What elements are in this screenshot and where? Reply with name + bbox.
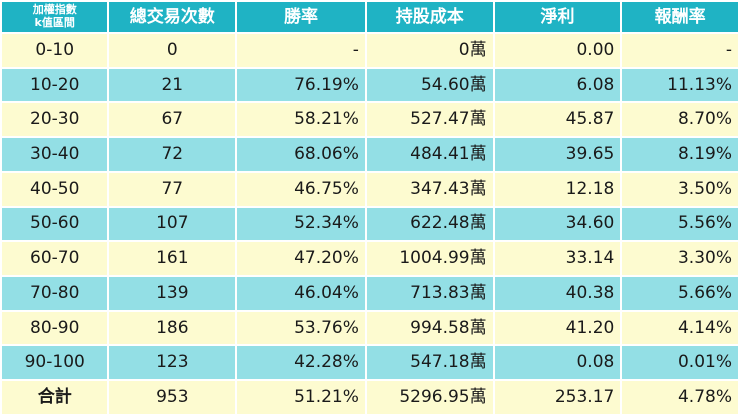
- cell-k-range: 70-80: [2, 277, 108, 310]
- table-row: 30-40 72 68.06% 484.41萬 39.65 8.19%: [2, 138, 738, 171]
- cell-profit: 39.65: [494, 138, 621, 171]
- header-holding-cost: 持股成本: [366, 2, 493, 32]
- cell-cost: 347.43萬: [366, 172, 493, 206]
- cell-trades: 139: [109, 277, 236, 310]
- cell-k-range: 50-60: [2, 207, 108, 241]
- cell-win-rate: 46.04%: [237, 277, 365, 310]
- cell-trades: 67: [109, 103, 236, 137]
- cell-cost: 527.47萬: [366, 103, 493, 137]
- cell-profit: 45.87: [494, 103, 621, 137]
- cell-cost: 0萬: [366, 34, 493, 67]
- cell-k-range: 30-40: [2, 138, 108, 171]
- cell-total-trades: 953: [109, 381, 236, 414]
- cell-return: 0.01%: [622, 346, 738, 380]
- cell-profit: 12.18: [494, 172, 621, 206]
- cell-win-rate: 46.75%: [237, 172, 365, 206]
- cell-trades: 161: [109, 242, 236, 276]
- cell-win-rate: 53.76%: [237, 311, 365, 345]
- cell-cost: 1004.99萬: [366, 242, 493, 276]
- header-row: 加權指數 k值區間 總交易次數 勝率 持股成本 淨利 報酬率: [2, 2, 738, 32]
- cell-k-range: 0-10: [2, 34, 108, 67]
- cell-k-range: 10-20: [2, 68, 108, 102]
- cell-return: 3.30%: [622, 242, 738, 276]
- cell-win-rate: 42.28%: [237, 346, 365, 380]
- cell-return: 5.56%: [622, 207, 738, 241]
- cell-k-range: 90-100: [2, 346, 108, 380]
- cell-trades: 123: [109, 346, 236, 380]
- cell-cost: 484.41萬: [366, 138, 493, 171]
- table-row: 70-80 139 46.04% 713.83萬 40.38 5.66%: [2, 277, 738, 310]
- cell-profit: 40.38: [494, 277, 621, 310]
- cell-return: 5.66%: [622, 277, 738, 310]
- header-net-profit: 淨利: [494, 2, 621, 32]
- table-row: 80-90 186 53.76% 994.58萬 41.20 4.14%: [2, 311, 738, 345]
- header-return-rate: 報酬率: [622, 2, 738, 32]
- cell-win-rate: 68.06%: [237, 138, 365, 171]
- cell-k-range: 80-90: [2, 311, 108, 345]
- cell-profit: 33.14: [494, 242, 621, 276]
- table-row: 90-100 123 42.28% 547.18萬 0.08 0.01%: [2, 346, 738, 380]
- table-row: 0-10 0 - 0萬 0.00 -: [2, 34, 738, 67]
- cell-k-range: 60-70: [2, 242, 108, 276]
- cell-cost: 54.60萬: [366, 68, 493, 102]
- cell-total-return: 4.78%: [622, 381, 738, 414]
- cell-cost: 713.83萬: [366, 277, 493, 310]
- cell-return: 11.13%: [622, 68, 738, 102]
- cell-total-win-rate: 51.21%: [237, 381, 365, 414]
- cell-trades: 0: [109, 34, 236, 67]
- cell-win-rate: 58.21%: [237, 103, 365, 137]
- cell-return: 3.50%: [622, 172, 738, 206]
- header-k-range-line2: k值區間: [34, 16, 75, 29]
- cell-trades: 21: [109, 68, 236, 102]
- cell-profit: 6.08: [494, 68, 621, 102]
- table-row: 10-20 21 76.19% 54.60萬 6.08 11.13%: [2, 68, 738, 102]
- cell-total-label: 合計: [2, 381, 108, 414]
- table-row: 20-30 67 58.21% 527.47萬 45.87 8.70%: [2, 103, 738, 137]
- cell-trades: 107: [109, 207, 236, 241]
- cell-total-cost: 5296.95萬: [366, 381, 493, 414]
- cell-return: 4.14%: [622, 311, 738, 345]
- header-win-rate: 勝率: [237, 2, 365, 32]
- cell-k-range: 40-50: [2, 172, 108, 206]
- header-k-range-line1: 加權指數: [32, 3, 77, 17]
- cell-return: 8.19%: [622, 138, 738, 171]
- table-row: 50-60 107 52.34% 622.48萬 34.60 5.56%: [2, 207, 738, 241]
- cell-cost: 994.58萬: [366, 311, 493, 345]
- header-total-trades: 總交易次數: [109, 2, 236, 32]
- table-row: 60-70 161 47.20% 1004.99萬 33.14 3.30%: [2, 242, 738, 276]
- cell-total-profit: 253.17: [494, 381, 621, 414]
- cell-profit: 34.60: [494, 207, 621, 241]
- cell-profit: 41.20: [494, 311, 621, 345]
- cell-cost: 622.48萬: [366, 207, 493, 241]
- cell-profit: 0.00: [494, 34, 621, 67]
- cell-win-rate: 47.20%: [237, 242, 365, 276]
- total-row: 合計 953 51.21% 5296.95萬 253.17 4.78%: [2, 381, 738, 414]
- cell-return: 8.70%: [622, 103, 738, 137]
- cell-cost: 547.18萬: [366, 346, 493, 380]
- cell-win-rate: 76.19%: [237, 68, 365, 102]
- cell-return: -: [622, 34, 738, 67]
- cell-win-rate: -: [237, 34, 365, 67]
- cell-trades: 186: [109, 311, 236, 345]
- cell-profit: 0.08: [494, 346, 621, 380]
- cell-win-rate: 52.34%: [237, 207, 365, 241]
- table-row: 40-50 77 46.75% 347.43萬 12.18 3.50%: [2, 172, 738, 206]
- header-k-range: 加權指數 k值區間: [2, 2, 108, 32]
- cell-k-range: 20-30: [2, 103, 108, 137]
- cell-trades: 72: [109, 138, 236, 171]
- cell-trades: 77: [109, 172, 236, 206]
